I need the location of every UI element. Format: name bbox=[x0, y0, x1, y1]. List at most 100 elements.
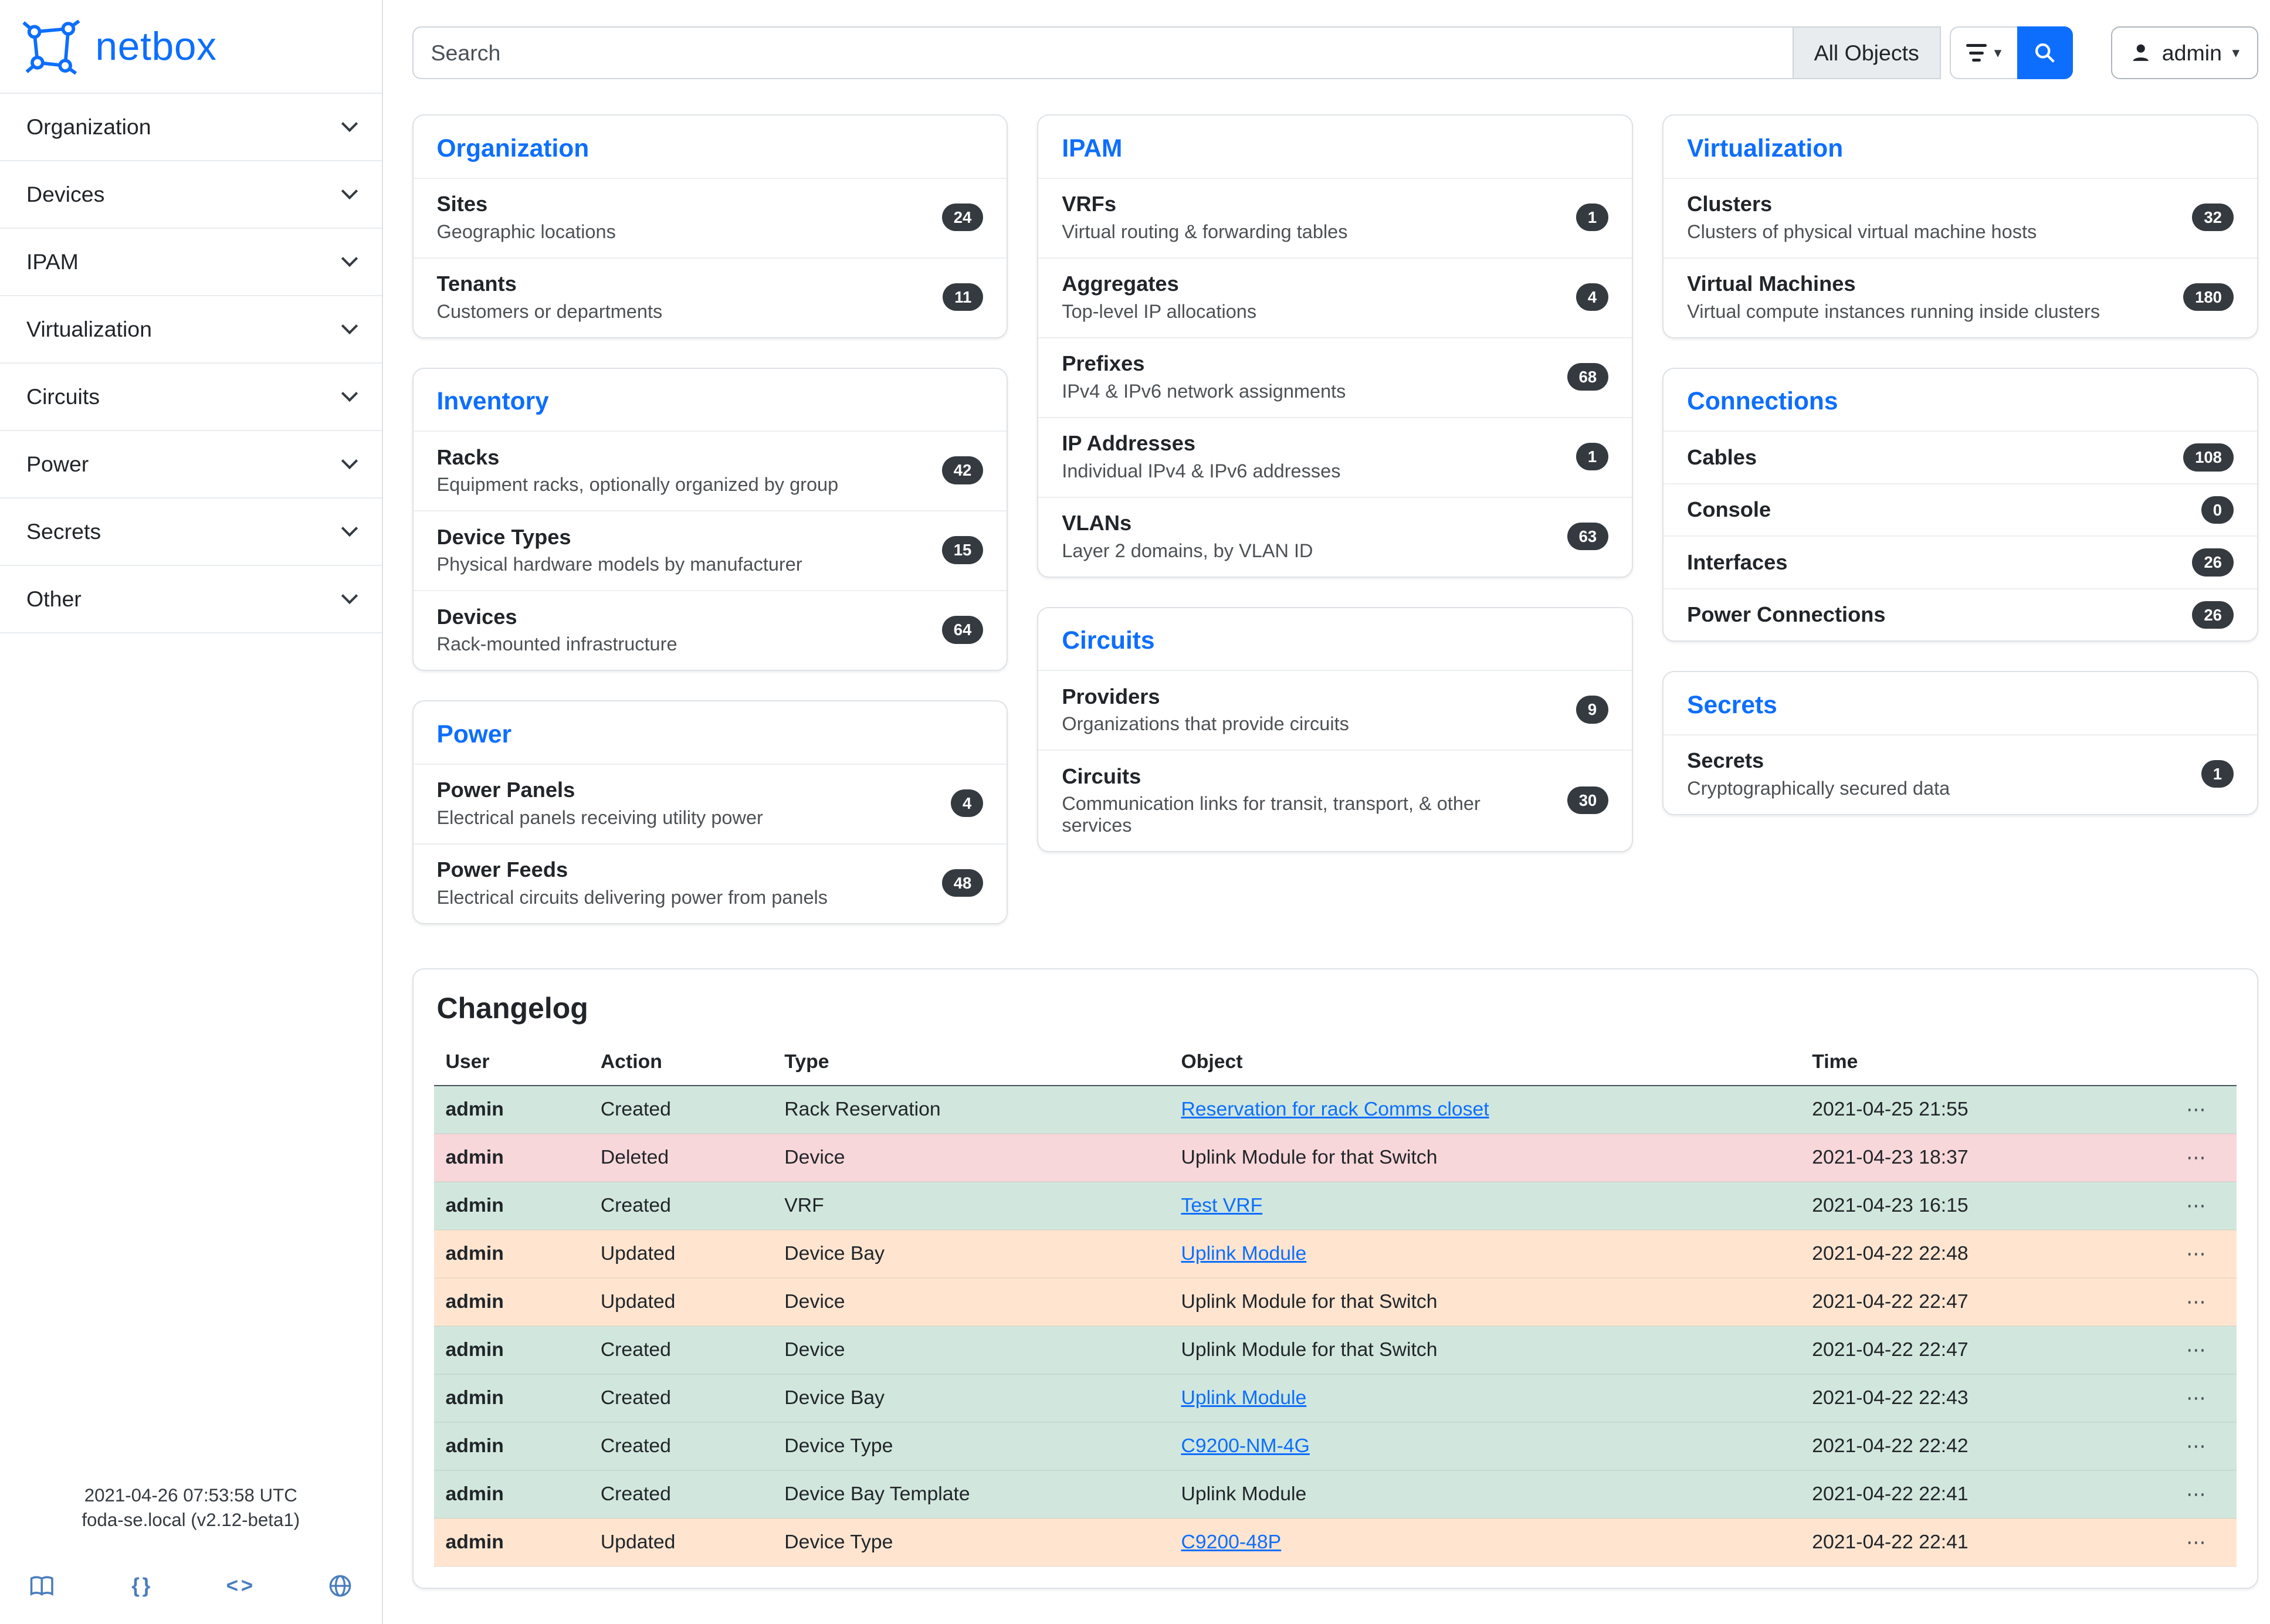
circuits-card-title[interactable]: Circuits bbox=[1038, 608, 1632, 670]
count-badge[interactable]: 1 bbox=[2201, 760, 2234, 788]
row-actions-ellipsis[interactable]: ⋯ bbox=[2156, 1422, 2237, 1470]
object-link[interactable]: Reservation for rack Comms closet bbox=[1181, 1098, 1489, 1120]
sidebar-item-devices[interactable]: Devices bbox=[0, 161, 382, 229]
object-scope-button[interactable]: All Objects bbox=[1793, 26, 1941, 79]
item-link[interactable]: Tenants bbox=[437, 272, 663, 296]
item-link[interactable]: Prefixes bbox=[1062, 351, 1346, 376]
item-link[interactable]: Circuits bbox=[1062, 764, 1552, 789]
count-badge[interactable]: 0 bbox=[2201, 496, 2234, 524]
count-badge[interactable]: 64 bbox=[942, 616, 984, 644]
cell-user: admin bbox=[434, 1470, 589, 1518]
cell-type: Device Type bbox=[773, 1518, 1169, 1567]
item-link[interactable]: Virtual Machines bbox=[1687, 272, 2100, 296]
item-link[interactable]: Aggregates bbox=[1062, 272, 1256, 296]
footer-meta: 2021-04-26 07:53:58 UTC foda-se.local (v… bbox=[0, 1483, 382, 1533]
sidebar-item-ipam[interactable]: IPAM bbox=[0, 229, 382, 296]
secrets-card-title[interactable]: Secrets bbox=[1663, 672, 2257, 734]
item-link[interactable]: Cables bbox=[1687, 445, 1757, 470]
item-link[interactable]: Secrets bbox=[1687, 748, 1950, 773]
source-code-icon[interactable]: < > bbox=[226, 1574, 252, 1598]
count-badge[interactable]: 4 bbox=[951, 789, 983, 818]
card-item-power-panels: Power Panels Electrical panels receiving… bbox=[414, 764, 1007, 843]
item-link[interactable]: Interfaces bbox=[1687, 550, 1787, 575]
row-actions-ellipsis[interactable]: ⋯ bbox=[2156, 1326, 2237, 1374]
item-desc: Individual IPv4 & IPv6 addresses bbox=[1062, 460, 1340, 482]
item-link[interactable]: Sites bbox=[437, 192, 616, 216]
ipam-card-title[interactable]: IPAM bbox=[1038, 116, 1632, 178]
sidebar-item-virtualization[interactable]: Virtualization bbox=[0, 296, 382, 364]
item-link[interactable]: Power Panels bbox=[437, 778, 763, 802]
object-link[interactable]: Test VRF bbox=[1181, 1194, 1262, 1216]
item-link[interactable]: IP Addresses bbox=[1062, 431, 1340, 456]
object-link[interactable]: Uplink Module bbox=[1181, 1386, 1306, 1409]
row-actions-ellipsis[interactable]: ⋯ bbox=[2156, 1182, 2237, 1230]
dashboard-grid: Organization Sites Geographic locations … bbox=[412, 114, 2259, 924]
item-link[interactable]: VLANs bbox=[1062, 511, 1313, 535]
item-link[interactable]: Power Feeds bbox=[437, 857, 828, 882]
changelog-row: admin Deleted Device Uplink Module for t… bbox=[434, 1134, 2237, 1182]
power-card-title[interactable]: Power bbox=[414, 701, 1007, 764]
inventory-card-title[interactable]: Inventory bbox=[414, 369, 1007, 431]
count-badge[interactable]: 1 bbox=[1576, 204, 1608, 232]
col-header-actions bbox=[2156, 1040, 2237, 1086]
object-text: Uplink Module for that Switch bbox=[1181, 1290, 1437, 1313]
item-link[interactable]: Racks bbox=[437, 445, 839, 470]
object-link[interactable]: Uplink Module bbox=[1181, 1242, 1306, 1264]
row-actions-ellipsis[interactable]: ⋯ bbox=[2156, 1374, 2237, 1422]
filter-button[interactable]: ▾ bbox=[1950, 26, 2017, 79]
item-link[interactable]: Providers bbox=[1062, 684, 1349, 709]
count-badge[interactable]: 180 bbox=[2183, 283, 2234, 311]
object-link[interactable]: C9200-NM-4G bbox=[1181, 1435, 1309, 1457]
item-link[interactable]: Console bbox=[1687, 497, 1771, 522]
community-globe-icon[interactable] bbox=[328, 1574, 352, 1598]
count-badge[interactable]: 4 bbox=[1576, 283, 1608, 311]
sidebar-item-organization[interactable]: Organization bbox=[0, 94, 382, 161]
count-badge[interactable]: 11 bbox=[943, 283, 983, 311]
count-badge[interactable]: 26 bbox=[2192, 601, 2234, 629]
organization-card-title[interactable]: Organization bbox=[414, 116, 1007, 178]
count-badge[interactable]: 15 bbox=[942, 536, 984, 564]
cell-action: Created bbox=[589, 1182, 773, 1230]
count-badge[interactable]: 1 bbox=[1576, 443, 1608, 471]
virtualization-card: Virtualization Clusters Clusters of phys… bbox=[1662, 114, 2258, 338]
row-actions-ellipsis[interactable]: ⋯ bbox=[2156, 1230, 2237, 1278]
count-badge[interactable]: 63 bbox=[1567, 523, 1609, 551]
changelog-row: admin Updated Device Type C9200-48P 2021… bbox=[434, 1518, 2237, 1567]
item-desc: Virtual routing & forwarding tables bbox=[1062, 221, 1347, 243]
count-badge[interactable]: 24 bbox=[942, 204, 984, 232]
search-group: All Objects ▾ bbox=[412, 26, 2073, 79]
item-link[interactable]: Devices bbox=[437, 605, 677, 629]
row-actions-ellipsis[interactable]: ⋯ bbox=[2156, 1134, 2237, 1182]
row-actions-ellipsis[interactable]: ⋯ bbox=[2156, 1518, 2237, 1567]
count-badge[interactable]: 32 bbox=[2192, 204, 2234, 232]
object-link[interactable]: C9200-48P bbox=[1181, 1531, 1281, 1553]
item-link[interactable]: Device Types bbox=[437, 525, 802, 550]
brand[interactable]: netbox bbox=[0, 0, 382, 93]
sidebar-item-other[interactable]: Other bbox=[0, 566, 382, 633]
search-input[interactable] bbox=[412, 26, 1793, 79]
connections-card-title[interactable]: Connections bbox=[1663, 369, 2257, 431]
row-actions-ellipsis[interactable]: ⋯ bbox=[2156, 1086, 2237, 1134]
sidebar-item-circuits[interactable]: Circuits bbox=[0, 364, 382, 431]
ipam-card: IPAM VRFs Virtual routing & forwarding t… bbox=[1037, 114, 1633, 578]
row-actions-ellipsis[interactable]: ⋯ bbox=[2156, 1278, 2237, 1326]
virtualization-card-title[interactable]: Virtualization bbox=[1663, 116, 2257, 178]
count-badge[interactable]: 9 bbox=[1576, 696, 1608, 724]
row-actions-ellipsis[interactable]: ⋯ bbox=[2156, 1470, 2237, 1518]
count-badge[interactable]: 30 bbox=[1567, 786, 1608, 815]
cell-type: Device Type bbox=[773, 1422, 1169, 1470]
count-badge[interactable]: 68 bbox=[1567, 363, 1609, 391]
user-menu-button[interactable]: admin ▾ bbox=[2111, 26, 2258, 79]
docs-book-icon[interactable] bbox=[29, 1575, 55, 1597]
count-badge[interactable]: 108 bbox=[2183, 443, 2234, 472]
count-badge[interactable]: 42 bbox=[942, 456, 984, 484]
sidebar-item-secrets[interactable]: Secrets bbox=[0, 499, 382, 566]
item-link[interactable]: Clusters bbox=[1687, 192, 2037, 216]
search-button[interactable] bbox=[2017, 26, 2073, 79]
sidebar-item-power[interactable]: Power bbox=[0, 431, 382, 499]
rest-api-braces-icon[interactable]: { } bbox=[131, 1574, 148, 1598]
count-badge[interactable]: 26 bbox=[2192, 548, 2234, 577]
count-badge[interactable]: 48 bbox=[942, 869, 984, 897]
item-link[interactable]: Power Connections bbox=[1687, 602, 1885, 627]
item-link[interactable]: VRFs bbox=[1062, 192, 1347, 216]
